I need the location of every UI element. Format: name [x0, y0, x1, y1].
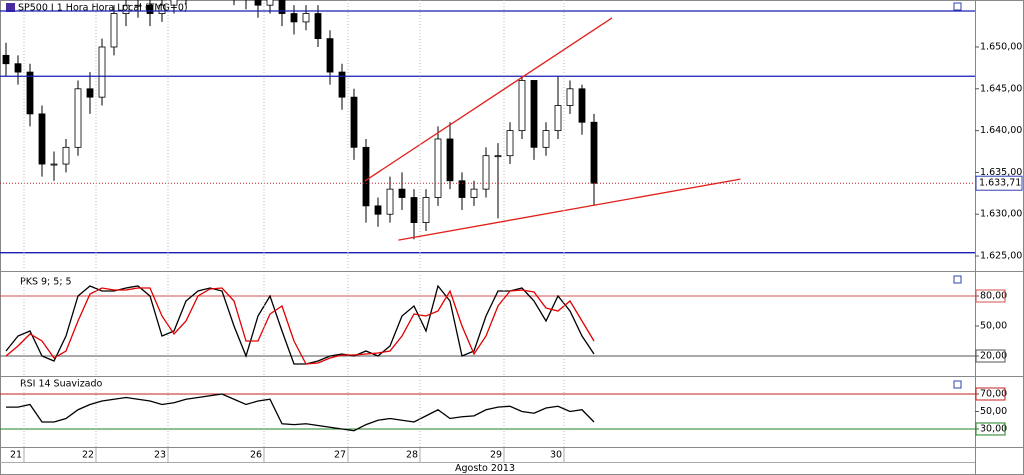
candle-body	[266, 0, 274, 6]
candle-body	[554, 105, 562, 132]
y-tick-label: 80,00	[980, 291, 1007, 302]
x-tick-label: 27	[334, 450, 346, 461]
candle-body	[38, 113, 46, 165]
candle-body	[74, 88, 82, 148]
y-tick-label: 1.635,00	[980, 167, 1022, 178]
y-tick-label: 1.650,00	[980, 41, 1022, 52]
y-tick-label: 70,00	[980, 388, 1007, 399]
y-tick-label: 1.625,00	[980, 251, 1022, 262]
candle-body	[62, 146, 70, 165]
maximize-button[interactable]	[953, 380, 962, 389]
candle-body	[386, 188, 394, 215]
x-tick-label: 23	[154, 450, 166, 461]
y-tick-label: 20,00	[980, 351, 1007, 362]
candle-body	[290, 13, 298, 23]
last-price-box	[975, 175, 1023, 191]
maximize-button[interactable]	[953, 2, 962, 11]
panel-title: SP500 I 1 Hora Hora Local (TMG+0)	[18, 3, 188, 14]
candle-body	[590, 121, 598, 184]
trend-line	[398, 178, 741, 241]
candle-body	[338, 71, 346, 98]
candle-body	[542, 130, 550, 148]
x-tick-label: 22	[82, 450, 94, 461]
candle-body	[482, 155, 490, 190]
candle-body	[110, 13, 118, 48]
candle-body	[122, 4, 130, 14]
candle-body	[494, 155, 502, 158]
x-tick-label: 29	[490, 450, 502, 461]
x-tick-label: 28	[406, 450, 418, 461]
y-tick-label: 1.640,00	[980, 125, 1022, 136]
candle-body	[2, 54, 10, 65]
last-price-label: 1.633,71	[979, 178, 1021, 189]
candle-body	[86, 88, 94, 98]
trend-line	[364, 17, 613, 182]
candle-body	[254, 0, 262, 6]
candle-body	[470, 188, 478, 198]
y-tick-label: 1.630,00	[980, 209, 1022, 220]
level-label-box	[975, 349, 1006, 363]
x-tick-label: 30	[550, 450, 562, 461]
plot-area	[2, 0, 598, 240]
candle-body	[170, 0, 178, 6]
x-tick-label: 26	[250, 450, 262, 461]
candle-body	[314, 13, 322, 40]
panel-title: PKS 9; 5; 5	[20, 277, 72, 288]
plot-area	[0, 284, 975, 365]
candle-body	[326, 38, 334, 73]
series-line	[5, 284, 595, 365]
candle-body	[50, 163, 58, 166]
candle-body	[26, 71, 34, 115]
candle-body	[578, 88, 586, 123]
candle-body	[530, 80, 538, 148]
symbol-icon	[6, 3, 15, 12]
candle-body	[98, 46, 106, 98]
y-tick-label: 50,00	[980, 406, 1007, 417]
x-axis-label: Agosto 2013	[455, 463, 515, 474]
y-tick-label: 1.645,00	[980, 83, 1022, 94]
candle-body	[398, 188, 406, 198]
candle-body	[350, 96, 358, 148]
level-label-box	[975, 387, 1006, 401]
candle-body	[146, 4, 154, 14]
panel-title: RSI 14 Suavizado	[20, 379, 103, 390]
candle-body	[434, 138, 442, 198]
candle-body	[566, 88, 574, 106]
candle-body	[518, 80, 526, 132]
series-line	[5, 287, 595, 365]
candle-body	[506, 130, 514, 157]
candle-body	[374, 205, 382, 215]
candle-body	[302, 13, 310, 23]
y-tick-label: 50,00	[980, 321, 1007, 332]
candle-body	[278, 0, 286, 14]
candle-body	[158, 4, 166, 14]
candle-body	[422, 197, 430, 223]
candle-body	[446, 138, 454, 182]
maximize-button[interactable]	[953, 275, 962, 284]
candle-body	[362, 146, 370, 207]
candle-body	[458, 180, 466, 198]
plot-area	[0, 393, 975, 432]
series-line	[6, 393, 595, 432]
candle-body	[134, 4, 142, 7]
level-label-box	[975, 289, 1006, 303]
candle-body	[14, 63, 22, 73]
y-tick-label: 30,00	[980, 423, 1007, 434]
candle-body	[410, 197, 418, 223]
level-label-box	[975, 422, 1006, 436]
x-tick-label: 21	[10, 450, 22, 461]
